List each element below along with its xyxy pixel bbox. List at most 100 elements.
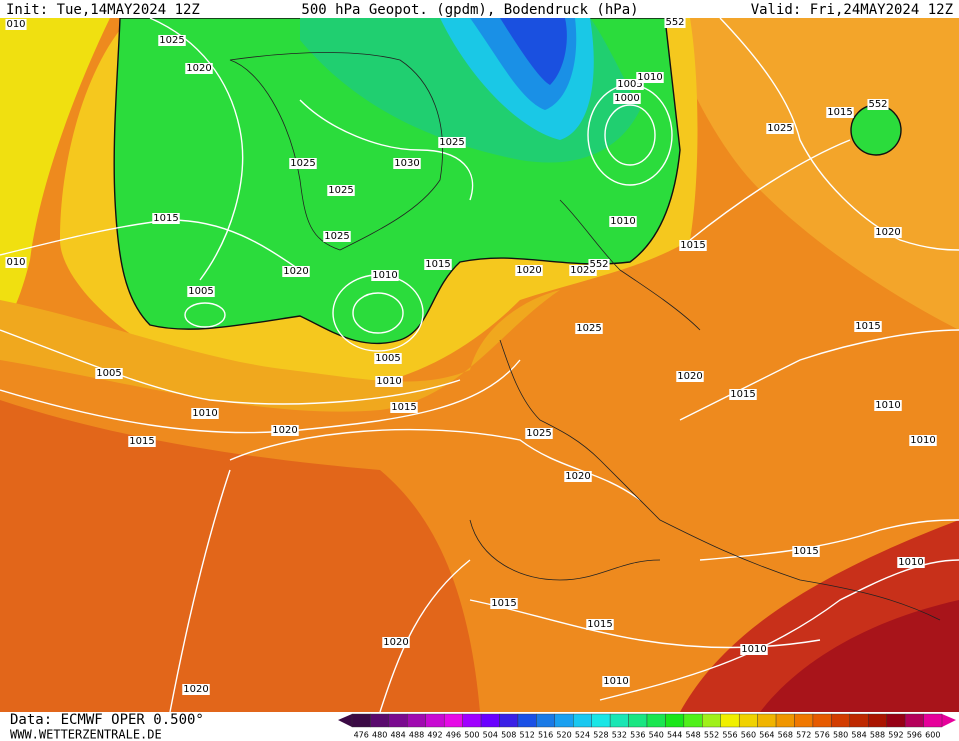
- scale-label: 568: [778, 731, 793, 740]
- contour-label: 1005: [375, 353, 400, 364]
- contour-label-box: [158, 35, 186, 46]
- scale-label: 548: [685, 731, 700, 740]
- contour-label: 1005: [96, 368, 121, 379]
- contour-label-box: [128, 436, 156, 447]
- scale-label: 564: [759, 731, 774, 740]
- isobar: [169, 469, 231, 713]
- scale-swatch: [720, 713, 740, 728]
- scale-label: 524: [575, 731, 590, 740]
- scale-label: 544: [667, 731, 682, 740]
- scale-label: 580: [833, 731, 848, 740]
- scale-swatch: [812, 713, 832, 728]
- contour-label-box: [191, 408, 219, 419]
- color-scale: 476 480 484 488 492 496 500 504 508 512 516 520 524 5…: [338, 713, 956, 740]
- scale-label: 572: [796, 731, 811, 740]
- contour-label-box: [371, 270, 399, 281]
- scale-label: 556: [722, 731, 737, 740]
- scale-swatch: [702, 713, 721, 728]
- contour-label: 1020: [283, 266, 308, 277]
- contour-label: 1025: [576, 323, 601, 334]
- scale-label: 492: [427, 731, 442, 740]
- contour-label-box: [282, 266, 310, 277]
- contour-label: 1005: [188, 286, 213, 297]
- isobars: [0, 17, 959, 713]
- contour-label-box: [613, 93, 641, 104]
- contour-label: 1010: [910, 435, 935, 446]
- scale-swatch: [407, 713, 426, 728]
- scale-label: 484: [390, 731, 405, 740]
- scale-swatch: [868, 713, 887, 728]
- contour-label-box: [152, 213, 180, 224]
- isobar: [149, 17, 244, 281]
- scale-swatch: [628, 713, 648, 728]
- valid-time: Valid: Fri,24MAY2024 12Z: [751, 2, 953, 18]
- contour-label: 1020: [565, 471, 590, 482]
- contour-label-box: [897, 557, 925, 568]
- contour-label-box: [490, 598, 518, 609]
- isobar: [604, 104, 656, 166]
- contour-label: 1015: [680, 240, 705, 251]
- scale-swatch: [425, 713, 445, 728]
- contour-label-box: [393, 158, 421, 169]
- scale-swatch: [609, 713, 629, 728]
- contour-label: 1015: [153, 213, 178, 224]
- scale-label: 528: [593, 731, 608, 740]
- scale-swatch: [499, 713, 519, 728]
- coastlines: [229, 52, 941, 621]
- contour-label: 1015: [855, 321, 880, 332]
- scale-swatch: [536, 713, 556, 728]
- contour-label: 1015: [587, 619, 612, 630]
- scale-swatch: [591, 713, 611, 728]
- isobar: [299, 99, 474, 201]
- scale-swatch: [775, 713, 795, 728]
- scale-label: 552: [704, 731, 719, 740]
- contour-label: 1005: [617, 79, 642, 90]
- contour-label: 1020: [183, 684, 208, 695]
- scale-swatch: [573, 713, 592, 728]
- contour-labels: 1025 1020 1025 1025 1030 1025 1025 1015 1020 1010…: [5, 17, 937, 695]
- contour-label-box: [636, 72, 664, 83]
- scale-label: 504: [483, 731, 498, 740]
- isobar: [229, 428, 641, 501]
- contour-label: 1000: [614, 93, 639, 104]
- scale-swatch: [794, 713, 814, 728]
- scale-label: 480: [372, 731, 387, 740]
- scale-label: 508: [501, 731, 516, 740]
- contour-label-box: [289, 158, 317, 169]
- contour-label: 1025: [767, 123, 792, 134]
- scandinavia-coast: [559, 199, 701, 331]
- init-time: Init: Tue,14MAY2024 12Z: [6, 2, 200, 18]
- scale-label: 540: [649, 731, 664, 740]
- contour-label-box: [679, 240, 707, 251]
- scale-label: 584: [851, 731, 866, 740]
- contour-label: 1030: [394, 158, 419, 169]
- scale-label: 532: [612, 731, 627, 740]
- contour-label-box: [616, 79, 644, 90]
- europe-coast: [499, 339, 941, 621]
- contour-label: 1010: [898, 557, 923, 568]
- contour-label-box: [5, 257, 27, 268]
- contour-label-box: [569, 265, 597, 276]
- contour-label: 552: [868, 99, 887, 110]
- contour-label: 1010: [637, 72, 662, 83]
- contour-label-box: [271, 425, 299, 436]
- data-source: Data: ECMWF OPER 0.500°: [10, 712, 204, 728]
- isobar: [719, 17, 959, 251]
- scale-label: 516: [538, 731, 553, 740]
- header-bar: [0, 0, 959, 18]
- scale-label: 536: [630, 731, 645, 740]
- scale-swatch: [886, 713, 906, 728]
- contour-label: 010: [6, 257, 25, 268]
- contour-label: 1015: [391, 402, 416, 413]
- scale-swatch: [517, 713, 537, 728]
- contour-label: 1015: [730, 389, 755, 400]
- isobar: [184, 302, 226, 328]
- greenland: [229, 52, 443, 251]
- scale-swatch: [831, 713, 851, 728]
- contour-label-box: [185, 63, 213, 74]
- contour-label: 1015: [491, 598, 516, 609]
- hot-core: [760, 600, 959, 712]
- contour-label: 1015: [425, 259, 450, 270]
- scale-label: 596: [907, 731, 922, 740]
- contour-label: 1020: [186, 63, 211, 74]
